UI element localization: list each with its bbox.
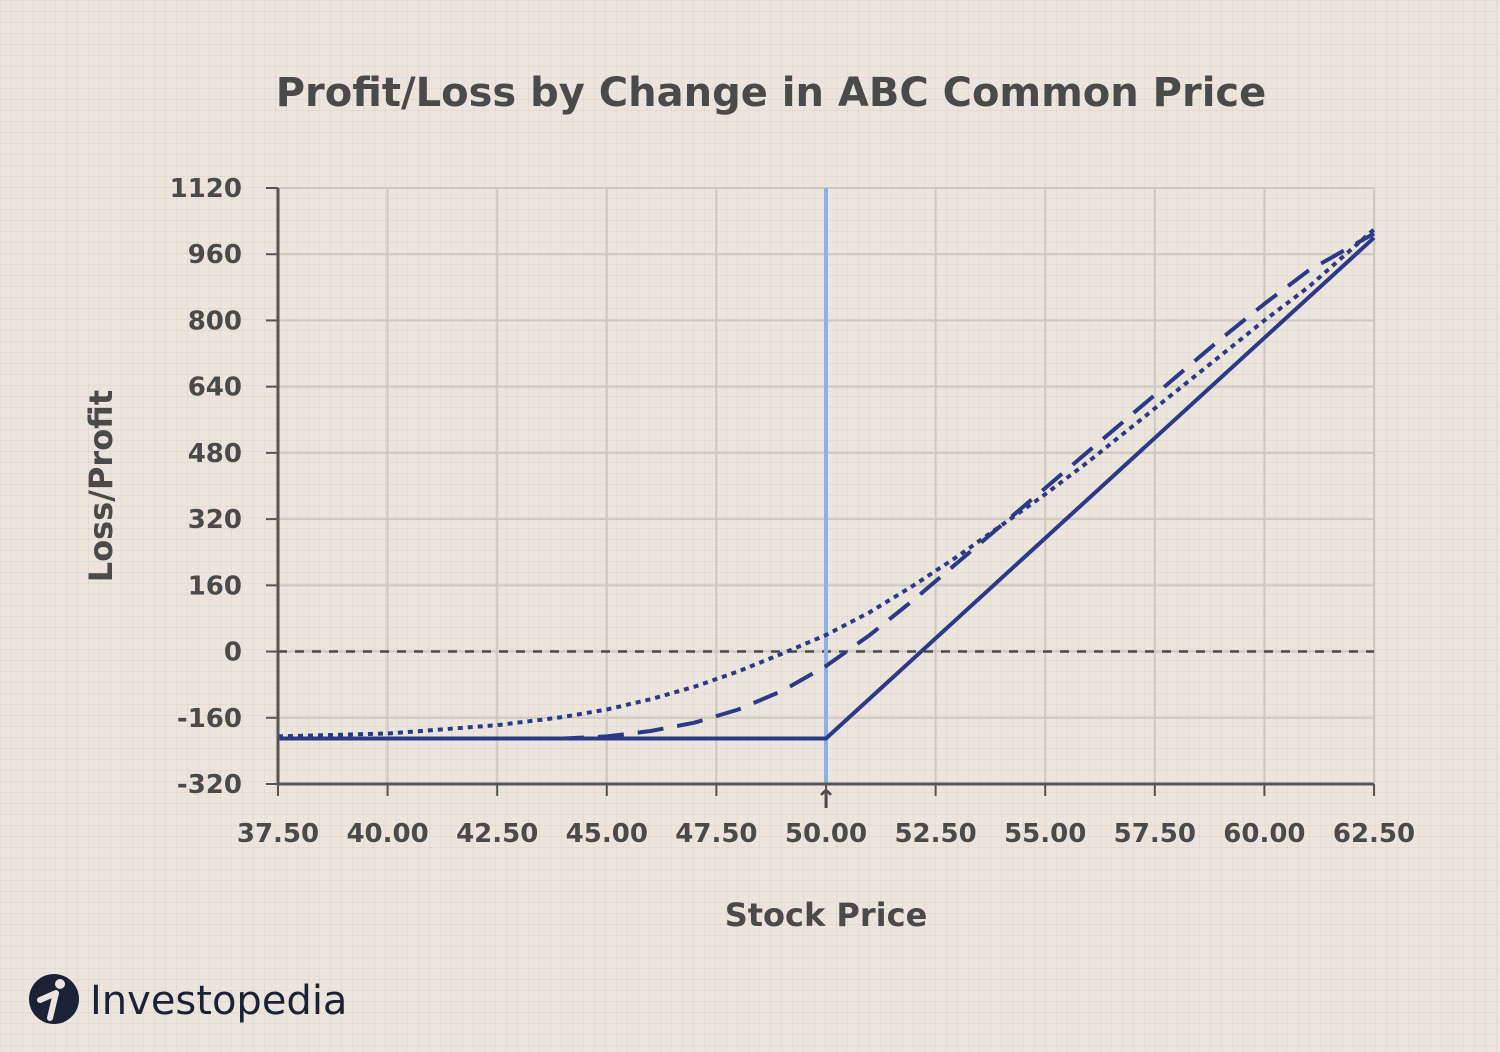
y-tick-label: 320 bbox=[188, 505, 242, 535]
series-lines bbox=[277, 227, 1376, 741]
y-tick-label: -160 bbox=[177, 704, 242, 734]
x-tick-label: 50.00 bbox=[785, 819, 867, 849]
y-tick-label: 800 bbox=[188, 306, 242, 336]
x-tick-label: 62.50 bbox=[1333, 819, 1415, 849]
tick-labels: 37.50 40.00 42.50 45.00 47.50 50.00 52.50 55.00… bbox=[170, 174, 1416, 849]
y-tick-label: 0 bbox=[224, 638, 242, 668]
y-tick-label: 1120 bbox=[170, 174, 242, 204]
x-tick-label: 60.00 bbox=[1223, 819, 1305, 849]
x-tick-label: 57.50 bbox=[1114, 819, 1196, 849]
y-axis-label: Loss/Profit bbox=[82, 390, 120, 582]
y-tick-label: 480 bbox=[188, 439, 242, 469]
series-line-dashed bbox=[278, 231, 1375, 741]
x-tick-label: 40.00 bbox=[346, 819, 428, 849]
investopedia-logo-icon bbox=[29, 974, 79, 1024]
y-tick-label: 160 bbox=[188, 571, 242, 601]
y-tick-label: 640 bbox=[188, 373, 242, 403]
x-tick-label: 47.50 bbox=[675, 819, 757, 849]
x-tick-label: 37.50 bbox=[237, 819, 319, 849]
reference-lines: ↑ bbox=[278, 188, 1374, 815]
x-tick-label: 42.50 bbox=[456, 819, 538, 849]
chart-title: Profit/Loss by Change in ABC Common Pric… bbox=[276, 70, 1267, 116]
current-price-arrow: ↑ bbox=[815, 785, 837, 815]
y-tick-label: -320 bbox=[177, 770, 242, 800]
x-tick-label: 55.00 bbox=[1004, 819, 1086, 849]
axes bbox=[266, 187, 1375, 796]
y-tick-label: 960 bbox=[188, 240, 242, 270]
x-tick-label: 45.00 bbox=[566, 819, 648, 849]
x-tick-label: 52.50 bbox=[894, 819, 976, 849]
x-axis-label: Stock Price bbox=[725, 896, 928, 934]
brand-name: Investopedia bbox=[90, 978, 347, 1024]
